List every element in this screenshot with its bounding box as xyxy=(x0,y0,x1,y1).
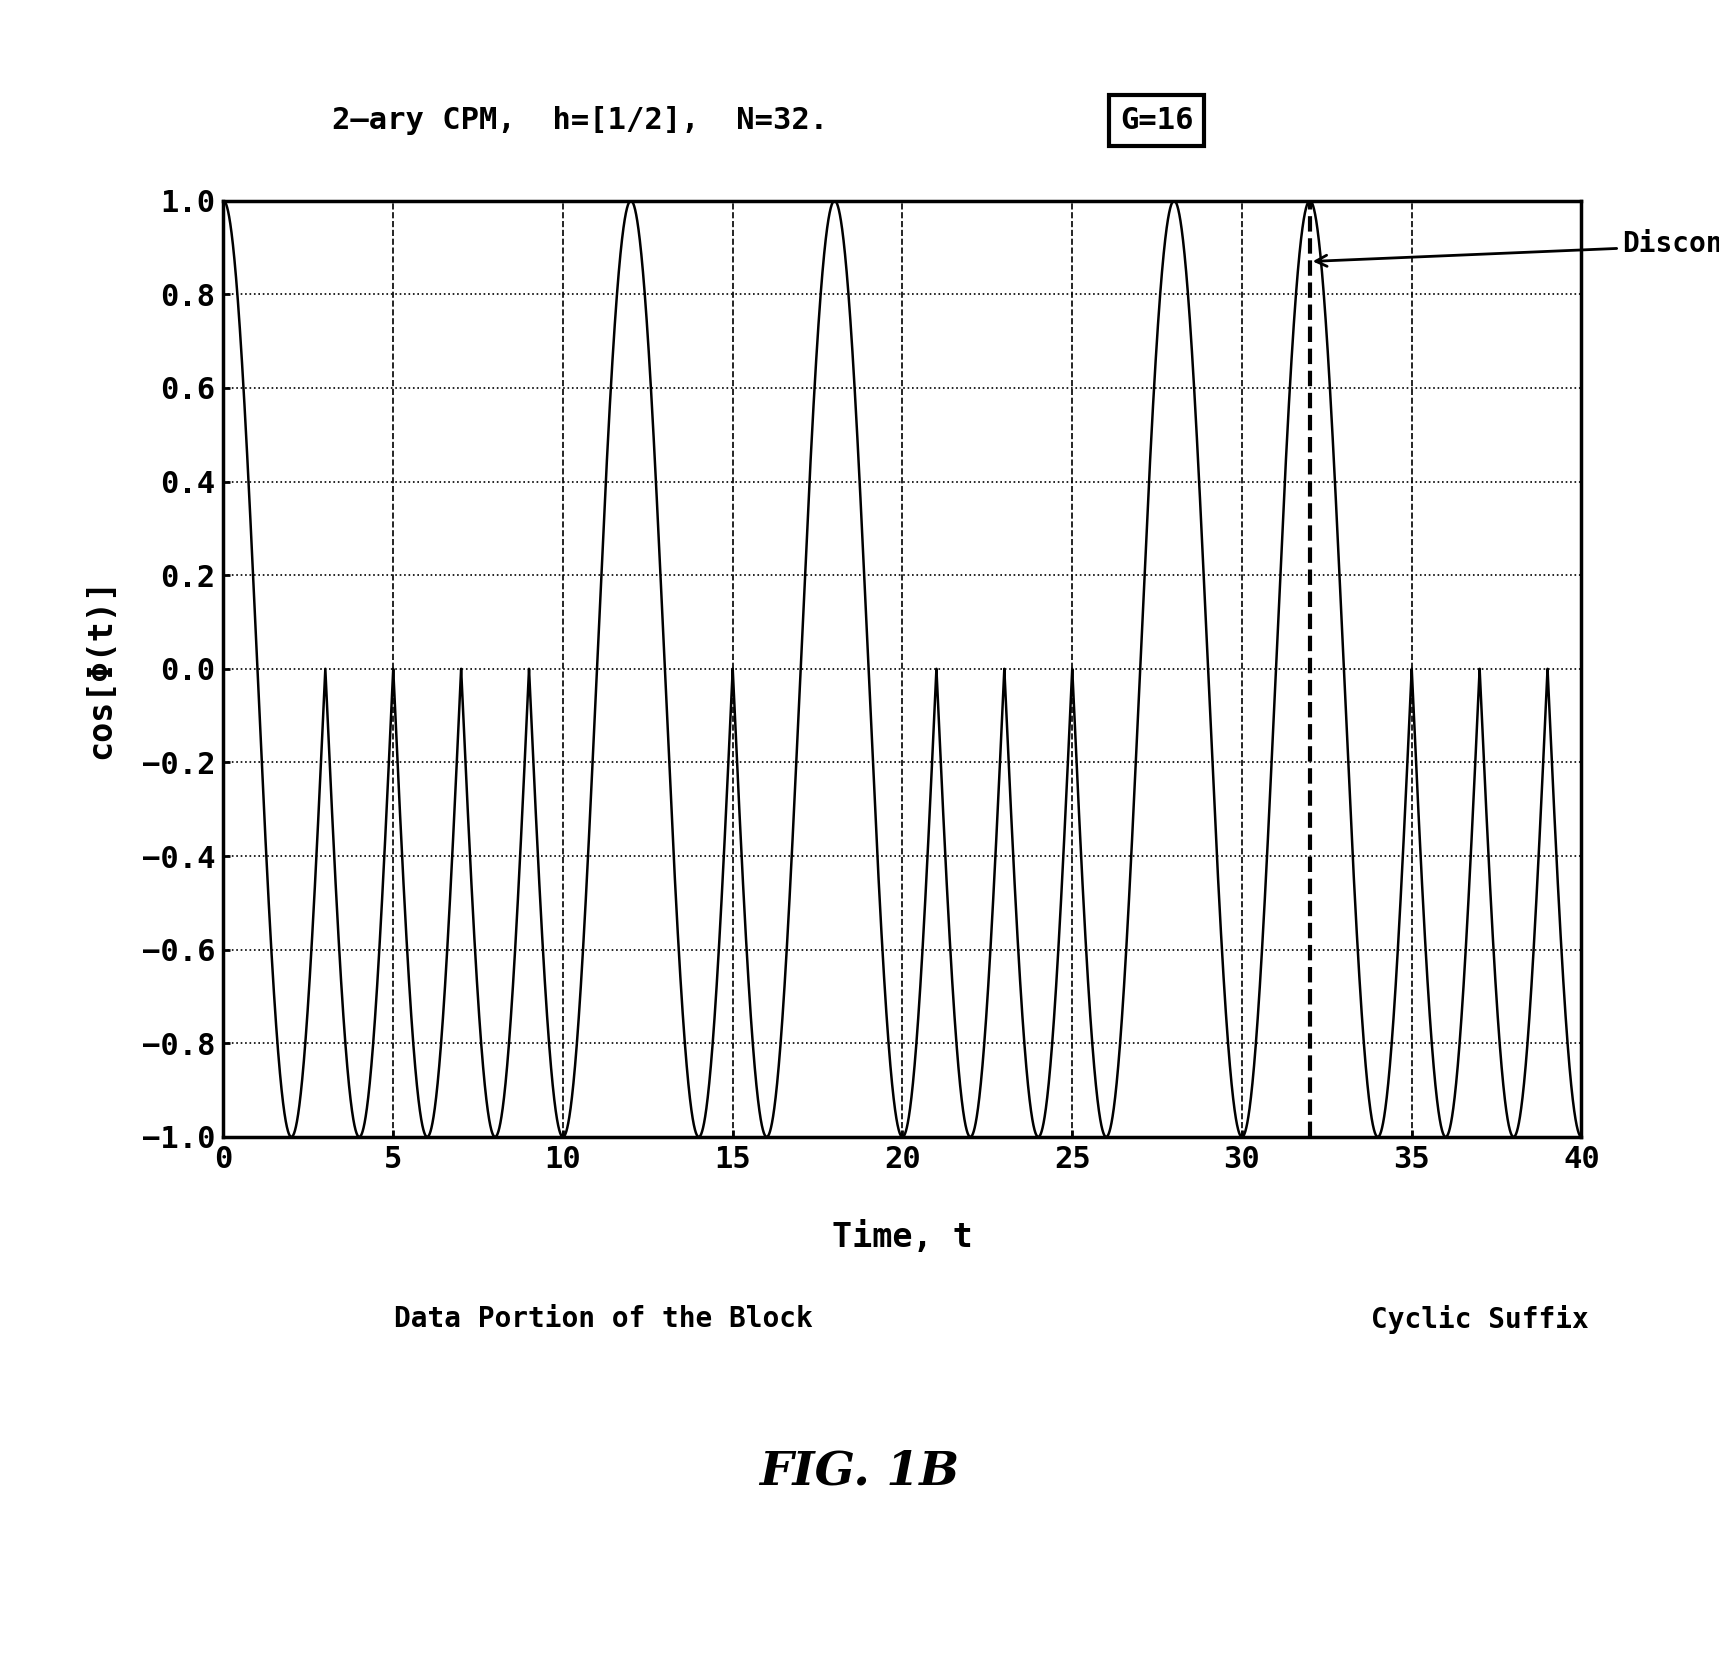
Text: 2–ary CPM,  h=[1/2],  N=32.: 2–ary CPM, h=[1/2], N=32. xyxy=(332,105,829,135)
Text: cos[Φ(t)]: cos[Φ(t)] xyxy=(84,579,117,759)
Text: Time, t: Time, t xyxy=(832,1221,973,1254)
Text: G=16: G=16 xyxy=(1119,105,1193,135)
Text: FIG. 1B: FIG. 1B xyxy=(760,1448,959,1495)
Text: Cyclic Suffix: Cyclic Suffix xyxy=(1372,1306,1588,1334)
Text: Data Portion of the Block: Data Portion of the Block xyxy=(394,1306,813,1334)
Text: Discontinuity!: Discontinuity! xyxy=(1315,229,1719,266)
